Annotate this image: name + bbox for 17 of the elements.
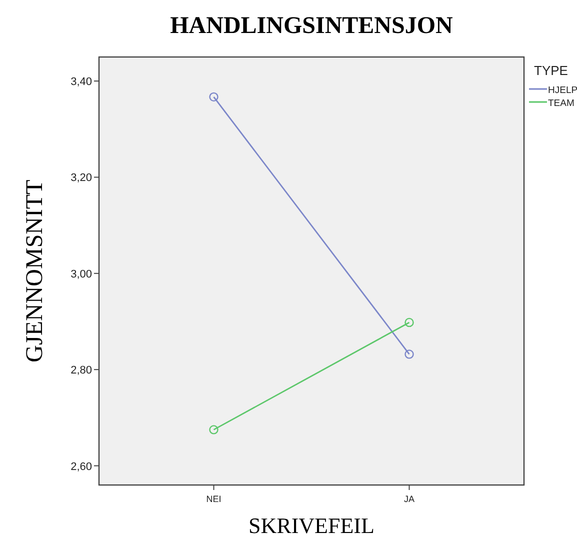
x-axis-title: SKRIVEFEIL bbox=[248, 513, 374, 537]
y-tick-label: 2,60 bbox=[70, 460, 92, 473]
point bbox=[209, 425, 218, 434]
y-tick-label: 3,40 bbox=[70, 76, 92, 88]
legend-label: HJELP bbox=[548, 85, 577, 96]
y-tick-label: 3,20 bbox=[70, 172, 92, 184]
legend-label: TEAM bbox=[548, 98, 574, 109]
y-tick-label: 3,00 bbox=[70, 268, 92, 280]
point bbox=[404, 350, 414, 359]
point bbox=[209, 92, 218, 102]
y-tick-label: 2,80 bbox=[70, 364, 92, 377]
x-tick-label: NEI bbox=[206, 494, 222, 504]
x-tick-label: JA bbox=[404, 494, 415, 504]
chart-title: HANDLINGSINTENSJON bbox=[170, 13, 454, 39]
point bbox=[404, 318, 414, 328]
legend-title: TYPE bbox=[534, 63, 568, 78]
y-axis-title: GJENNOMSNITT bbox=[22, 179, 48, 362]
